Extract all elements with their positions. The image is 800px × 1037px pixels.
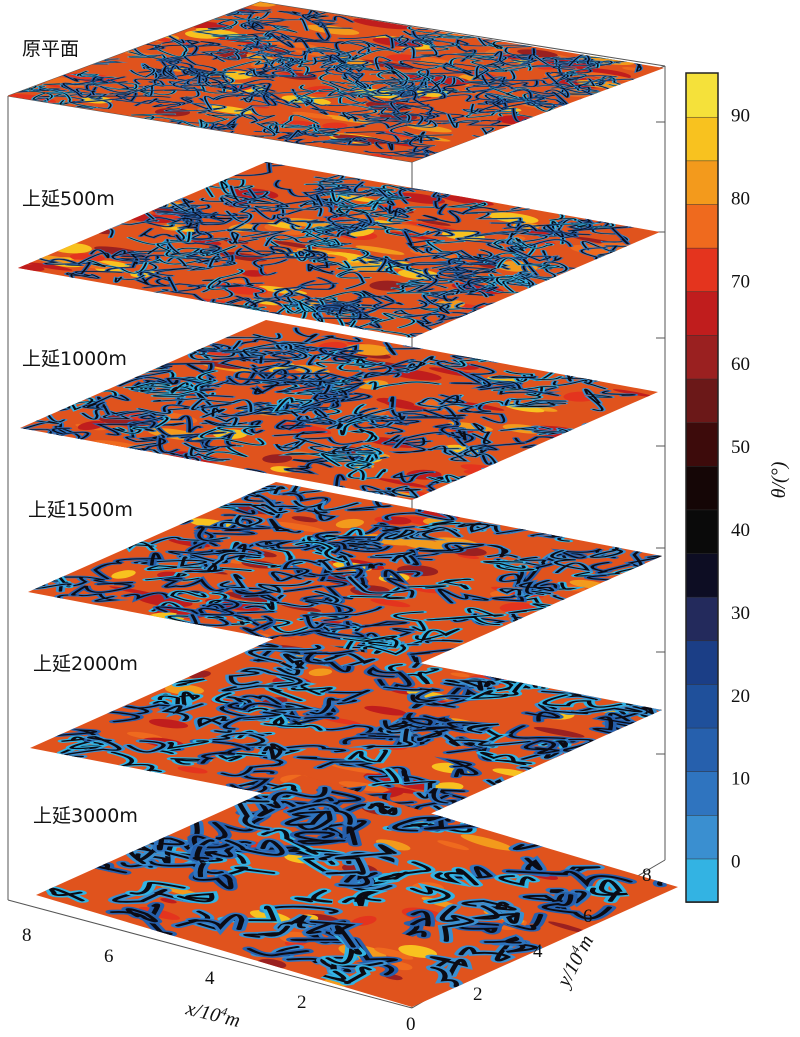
colorbar-tick-label: 70	[731, 271, 750, 292]
colorbar-cell	[685, 290, 719, 336]
colorbar-tick-label: 40	[731, 520, 750, 541]
colorbar-cell	[685, 116, 719, 162]
colorbar-cells	[685, 72, 719, 903]
x-tick-label: 8	[22, 925, 32, 946]
colorbar-tick-label: 90	[731, 105, 750, 126]
colorbar-cell	[685, 639, 719, 685]
colorbar-tick-label: 30	[731, 603, 750, 624]
colorbar-cell	[685, 509, 719, 554]
colorbar-cell	[685, 72, 719, 118]
colorbar-tick-label: 10	[731, 769, 750, 790]
layer-label-3: 上延1500m	[28, 499, 133, 521]
layer-label-2: 上延1000m	[22, 348, 127, 370]
colorbar-cell	[685, 203, 719, 249]
x-tick-label: 4	[205, 968, 215, 989]
layer-label-0: 原平面	[22, 38, 79, 60]
y-tick-label: 8	[642, 865, 652, 886]
colorbar-cell	[685, 814, 719, 860]
heatmap-layer	[18, 162, 660, 338]
colorbar-cell	[685, 770, 719, 816]
colorbar-cell	[685, 858, 719, 903]
colorbar: 90 80 70 60 50 40 30 20 10 0 θ/(°)	[685, 72, 790, 903]
colorbar-tick-label: 50	[731, 437, 750, 458]
colorbar-tick-label: 0	[731, 852, 741, 873]
colorbar-cell	[685, 596, 719, 642]
colorbar-cell	[685, 334, 719, 380]
z-ticks	[656, 121, 665, 755]
colorbar-tick-label: 20	[731, 686, 750, 707]
colorbar-cell	[685, 683, 719, 729]
colorbar-cell	[685, 465, 719, 511]
x-tick-label: 6	[104, 946, 114, 967]
layer-label-5: 上延3000m	[33, 805, 138, 827]
colorbar-label: θ/(°)	[768, 461, 790, 498]
colorbar-cell	[685, 378, 719, 423]
colorbar-cell	[685, 160, 719, 205]
colorbar-ticks: 90 80 70 60 50 40 30 20 10 0	[731, 105, 750, 872]
colorbar-cell	[685, 552, 719, 598]
y-tick-label: 0	[406, 1014, 416, 1035]
x-tick-label: 2	[297, 992, 307, 1013]
heatmap-layer	[30, 636, 662, 822]
colorbar-border	[685, 72, 719, 903]
colorbar-cell	[685, 421, 719, 467]
heatmap-layer	[20, 320, 658, 500]
x-axis-label: x/104m	[183, 995, 243, 1032]
colorbar-cell	[685, 247, 719, 293]
y-tick-label: 6	[583, 906, 593, 927]
colorbar-tick-label: 60	[731, 354, 750, 375]
y-tick-label: 4	[533, 941, 543, 962]
layer-label-4: 上延2000m	[33, 653, 138, 675]
heatmap-layer	[28, 482, 662, 666]
colorbar-tick-label: 80	[731, 188, 750, 209]
y-tick-label: 2	[473, 984, 483, 1005]
layer-labels: 原平面 上延500m 上延1000m 上延1500m 上延2000m 上延300…	[22, 38, 138, 827]
heatmap-layer	[8, 2, 664, 162]
layer-label-1: 上延500m	[22, 188, 115, 210]
heatmap-layer	[36, 775, 678, 1007]
colorbar-cell	[685, 727, 719, 772]
